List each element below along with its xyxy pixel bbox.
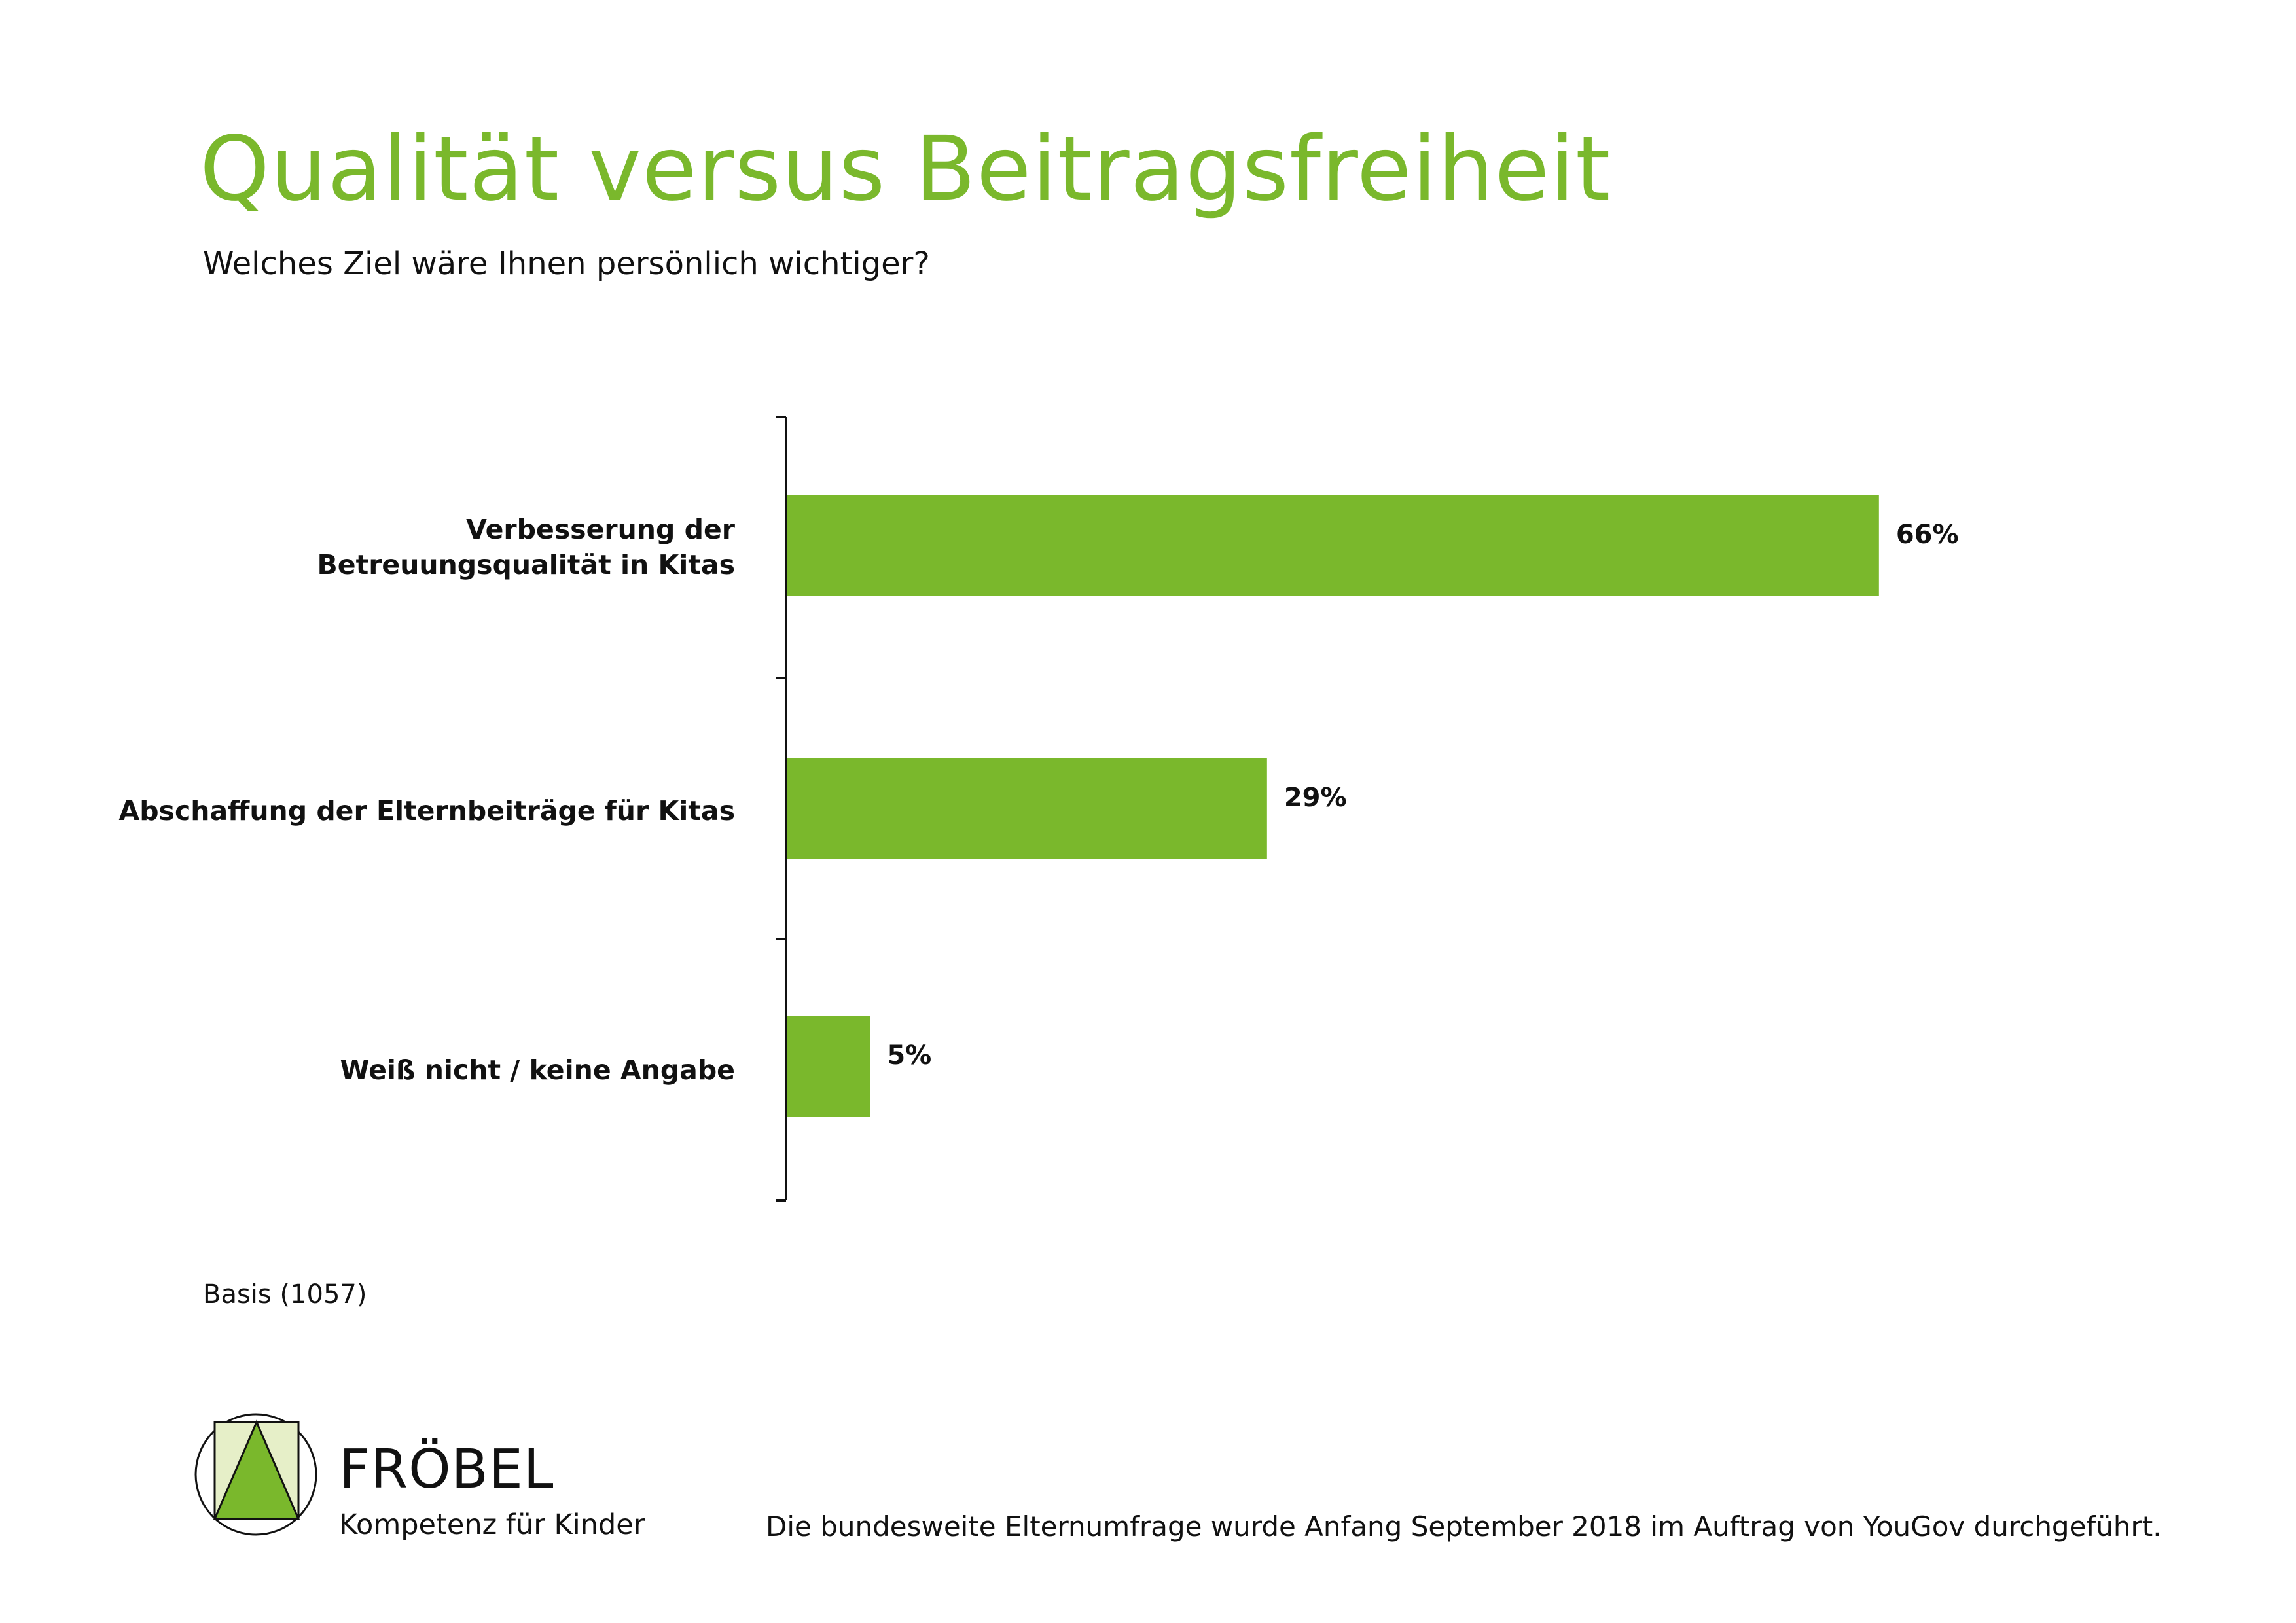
- category-label-1-line-2: Betreuungsqualität in Kitas: [317, 549, 735, 580]
- data-label-2: 29%: [1283, 782, 1347, 813]
- category-label-2: Abschaffung der Elternbeiträge für Kitas: [118, 795, 735, 827]
- brand-tagline: Kompetenz für Kinder: [339, 1508, 645, 1541]
- chart-subtitle: Welches Ziel wäre Ihnen persönlich wicht…: [203, 245, 930, 282]
- category-label-3: Weiß nicht / keine Angabe: [340, 1054, 735, 1086]
- brand-name: FRÖBEL: [339, 1438, 554, 1501]
- bar-3: [787, 1016, 870, 1117]
- data-label-3: 5%: [887, 1040, 932, 1071]
- data-label-1: 66%: [1895, 519, 1959, 550]
- category-label-1: Verbesserung der Betreuungsqualität in K…: [317, 512, 735, 582]
- bar-2: [787, 758, 1267, 859]
- page-title: Qualität versus Beitragsfreiheit: [200, 118, 1611, 221]
- bar-1: [787, 495, 1879, 596]
- basis-note: Basis (1057): [203, 1279, 367, 1310]
- survey-note: Die bundesweite Elternumfrage wurde Anfa…: [766, 1510, 2162, 1543]
- category-label-1-line-1: Verbesserung der: [466, 514, 735, 545]
